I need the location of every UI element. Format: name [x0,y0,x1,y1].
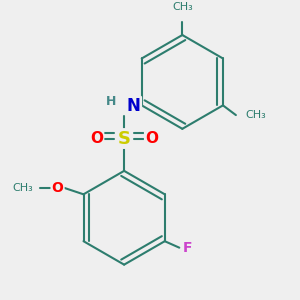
Text: H: H [106,95,116,108]
Text: CH₃: CH₃ [172,2,193,12]
Text: F: F [183,241,192,255]
Text: CH₃: CH₃ [13,183,33,193]
Text: O: O [145,131,158,146]
Text: O: O [90,131,103,146]
Text: S: S [118,130,130,148]
Text: CH₃: CH₃ [246,110,266,120]
Text: O: O [52,181,64,195]
Text: N: N [127,97,141,115]
